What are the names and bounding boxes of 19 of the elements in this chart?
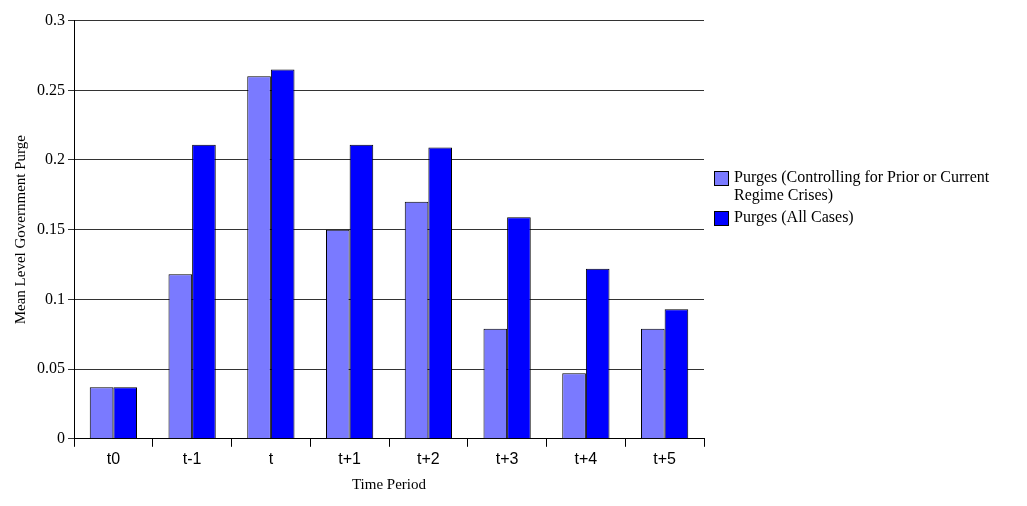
x-tick-label: t+4 — [574, 449, 598, 467]
x-tick-label: t-1 — [182, 449, 202, 467]
y-tick-label: 0.15 — [37, 219, 65, 237]
x-tick-label: t — [268, 449, 274, 467]
x-axis-title: Time Period — [351, 475, 427, 492]
x-tick-label: t+5 — [653, 449, 677, 467]
y-tick-label: 0.2 — [45, 150, 65, 168]
y-tick-label: 0.1 — [45, 289, 65, 307]
x-tick-label: t+1 — [338, 449, 362, 467]
legend-label: Purges (Controlling for Prior or Current Regime Crises) — [734, 168, 991, 204]
x-tick-label: t0 — [106, 449, 121, 467]
y-tick-label: 0.25 — [37, 80, 65, 98]
y-tick-label: 0.05 — [37, 359, 65, 377]
y-tick-label: 0 — [57, 429, 65, 446]
y-axis-title: Mean Level Government Purge — [11, 134, 28, 325]
x-tick-label: t+3 — [495, 449, 519, 467]
x-tick-label: t+2 — [417, 449, 440, 467]
y-tick-label: 0.3 — [45, 10, 65, 28]
legend-label: Purges (All Cases) — [734, 208, 854, 226]
